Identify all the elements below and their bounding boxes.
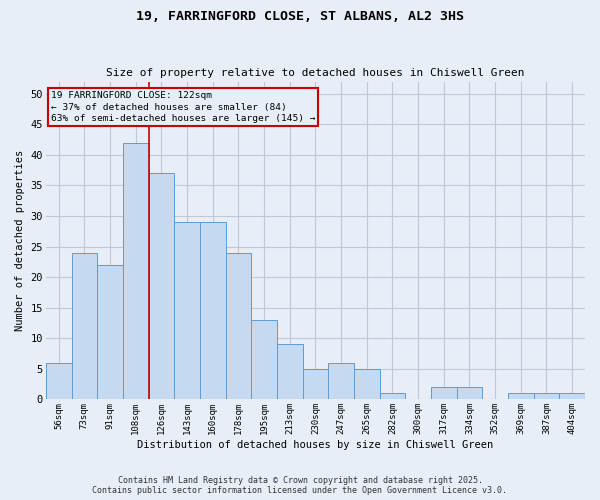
Bar <box>123 142 149 400</box>
X-axis label: Distribution of detached houses by size in Chiswell Green: Distribution of detached houses by size … <box>137 440 494 450</box>
Bar <box>200 222 226 400</box>
Text: Contains HM Land Registry data © Crown copyright and database right 2025.
Contai: Contains HM Land Registry data © Crown c… <box>92 476 508 495</box>
Bar <box>354 369 380 400</box>
Bar <box>431 387 457 400</box>
Bar <box>226 252 251 400</box>
Title: Size of property relative to detached houses in Chiswell Green: Size of property relative to detached ho… <box>106 68 524 78</box>
Bar <box>174 222 200 400</box>
Bar <box>328 362 354 400</box>
Bar <box>277 344 302 400</box>
Bar <box>97 265 123 400</box>
Bar <box>508 394 533 400</box>
Y-axis label: Number of detached properties: Number of detached properties <box>15 150 25 331</box>
Bar <box>559 394 585 400</box>
Bar <box>46 362 71 400</box>
Bar <box>302 369 328 400</box>
Text: 19 FARRINGFORD CLOSE: 122sqm
← 37% of detached houses are smaller (84)
63% of se: 19 FARRINGFORD CLOSE: 122sqm ← 37% of de… <box>51 90 316 124</box>
Text: 19, FARRINGFORD CLOSE, ST ALBANS, AL2 3HS: 19, FARRINGFORD CLOSE, ST ALBANS, AL2 3H… <box>136 10 464 23</box>
Bar <box>71 252 97 400</box>
Bar <box>251 320 277 400</box>
Bar <box>380 394 405 400</box>
Bar <box>149 173 174 400</box>
Bar <box>533 394 559 400</box>
Bar <box>457 387 482 400</box>
